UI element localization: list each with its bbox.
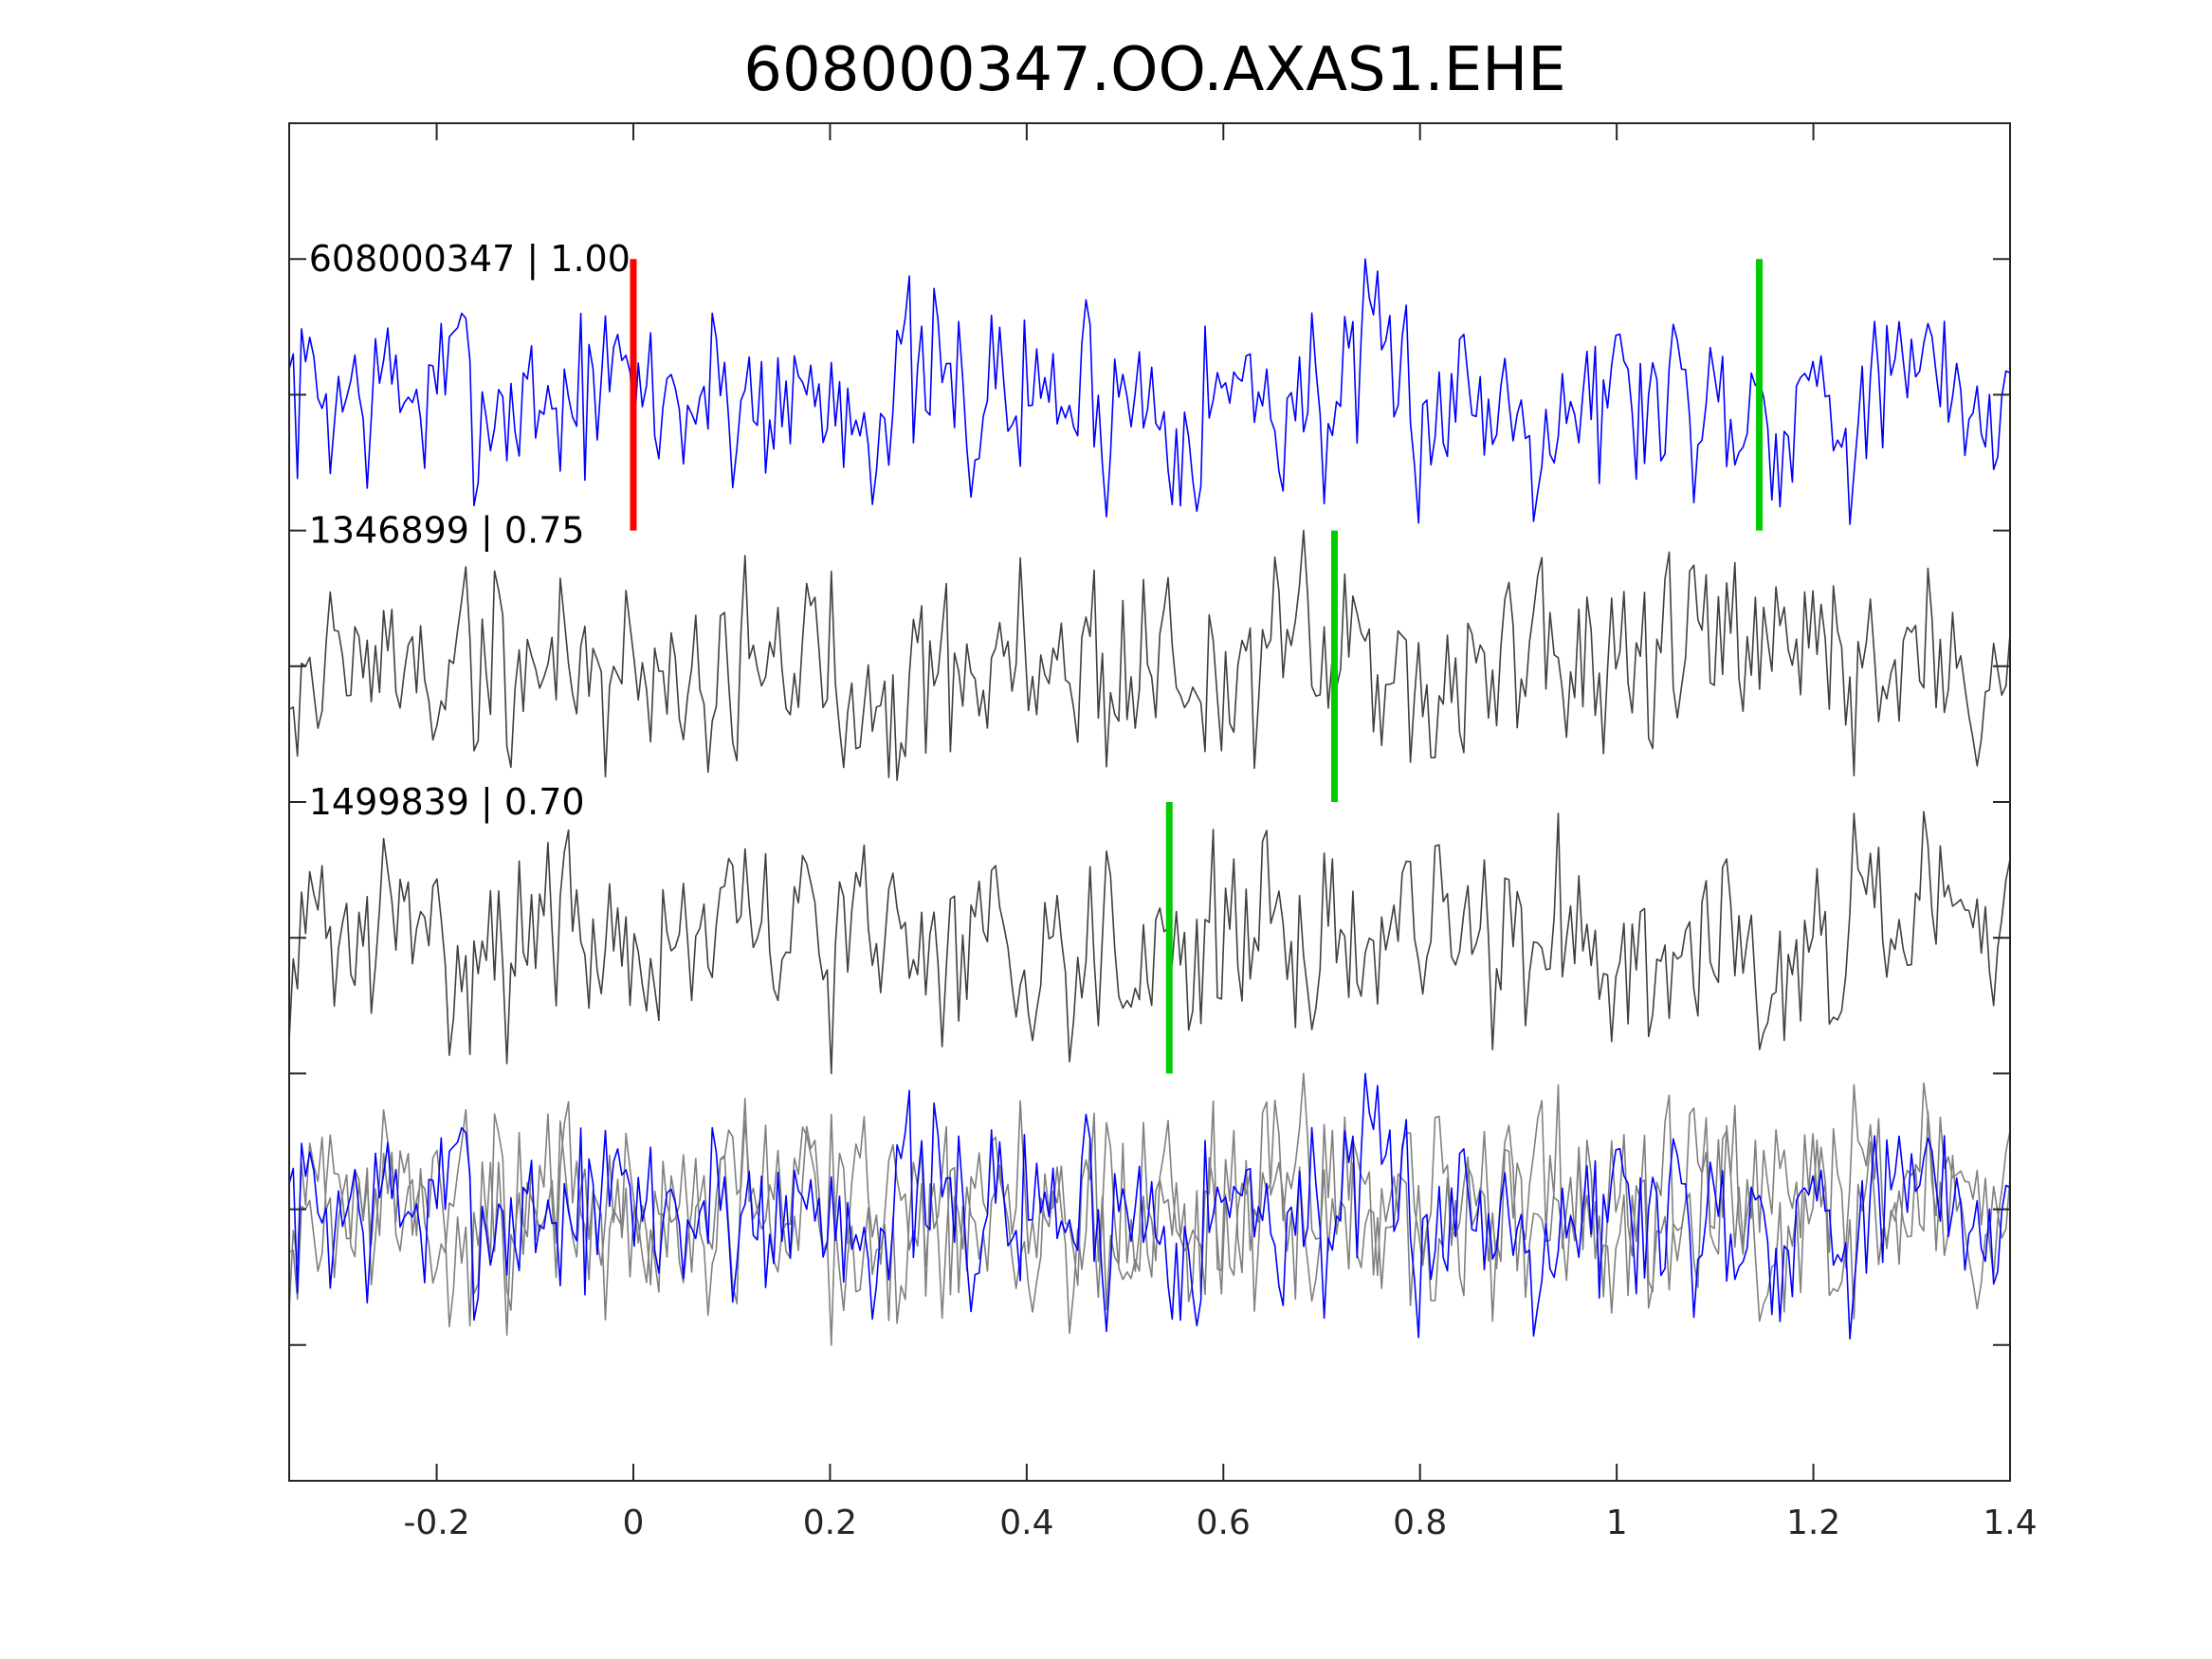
x-tick-label: 0.6: [1197, 1504, 1251, 1542]
x-tick-label: 0.2: [803, 1504, 857, 1542]
chart-title: 608000347.OO.AXAS1.EHE: [743, 35, 1565, 105]
traces-layer: [288, 258, 2011, 1346]
trace-1: [288, 529, 2011, 781]
x-tick-label: -0.2: [403, 1504, 469, 1542]
trace-label-1: 1346899 | 0.75: [309, 510, 585, 553]
trace-2: [288, 811, 2011, 1075]
x-tick-label: 0.4: [999, 1504, 1053, 1542]
x-tick-label: 1.2: [1786, 1504, 1840, 1542]
x-tick-label: 0: [623, 1504, 645, 1542]
overlay-trace-2: [288, 1082, 2011, 1346]
x-tick-label: 1.4: [1983, 1504, 2037, 1542]
picks-layer: [630, 259, 1764, 1074]
trace-label-2: 1499839 | 0.70: [309, 781, 585, 824]
trace-label-0: 608000347 | 1.00: [309, 238, 631, 281]
x-tick-label: 0.8: [1393, 1504, 1447, 1542]
overlay-trace-0: [288, 1072, 2011, 1340]
x-tick-label: 1: [1606, 1504, 1628, 1542]
x-ticks: -0.2 0 0.2 0.4 0.6 0.8 1 1.2 1.4: [403, 123, 2038, 1542]
trace-0: [288, 258, 2011, 525]
trace-labels-layer: 608000347 | 1.00 1346899 | 0.75 1499839 | …: [309, 238, 631, 824]
y-ticks: [289, 258, 2010, 1346]
